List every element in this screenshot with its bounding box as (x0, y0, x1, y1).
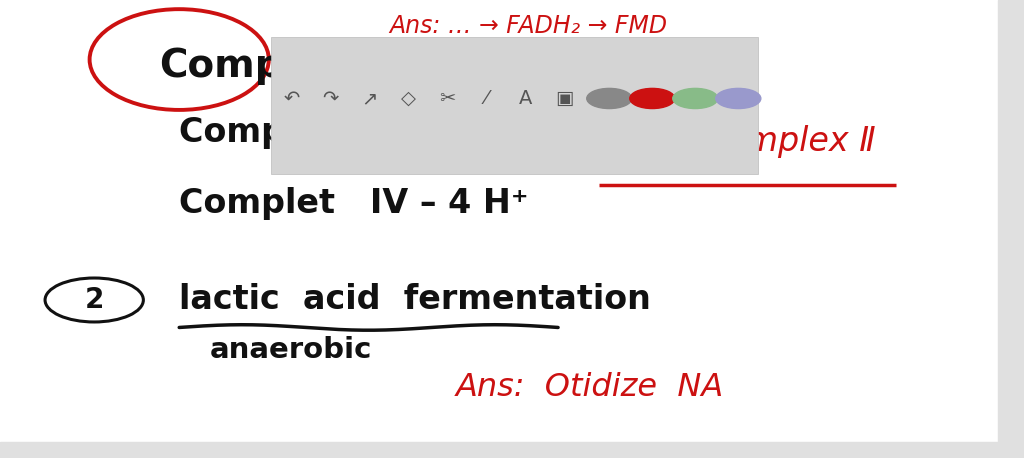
Circle shape (587, 88, 632, 109)
Text: lactic  acid  fermentation: lactic acid fermentation (179, 284, 651, 316)
Text: Ans: … → FADH₂ → FMD: Ans: … → FADH₂ → FMD (389, 14, 668, 38)
Text: A: A (518, 89, 532, 108)
Circle shape (716, 88, 761, 109)
Text: ◇: ◇ (401, 89, 416, 108)
Circle shape (630, 88, 675, 109)
Text: ↶: ↶ (284, 89, 300, 108)
Text: 2: 2 (85, 286, 103, 314)
Text: Compl: Compl (159, 48, 296, 85)
Text: Ans:  Complex Ⅱ: Ans: Complex Ⅱ (609, 125, 877, 158)
Text: ↷: ↷ (323, 89, 339, 108)
Circle shape (673, 88, 718, 109)
Text: ⁄: ⁄ (484, 89, 488, 108)
Text: Complet   III – 4 H⁺: Complet III – 4 H⁺ (179, 116, 527, 149)
Text: anaerobic: anaerobic (210, 336, 373, 365)
FancyBboxPatch shape (271, 37, 758, 174)
Bar (0, 442, 1024, 458)
Text: Complet   IV – 4 H⁺: Complet IV – 4 H⁺ (179, 187, 528, 220)
Text: ↗: ↗ (361, 89, 378, 108)
Text: ▣: ▣ (555, 89, 573, 108)
Text: Ans:  Otidize  NA: Ans: Otidize NA (456, 371, 724, 403)
Text: ✂: ✂ (439, 89, 456, 108)
Bar (998, 0, 1024, 458)
